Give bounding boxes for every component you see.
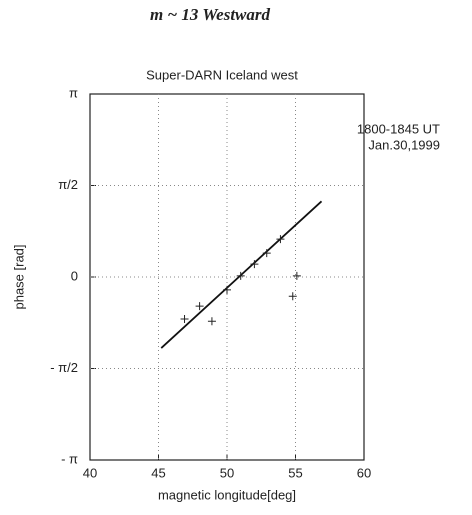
x-tick-label: 50 <box>220 465 234 480</box>
y-tick-label: - π <box>61 451 78 466</box>
x-axis-label: magnetic longitude[deg] <box>158 487 296 502</box>
data-point <box>250 260 259 269</box>
data-point <box>180 314 189 323</box>
time-note: 1800-1845 UT <box>357 121 440 136</box>
data-point <box>262 249 271 258</box>
y-tick-label: 0 <box>71 268 78 283</box>
data-point <box>195 302 204 311</box>
y-tick-label: π <box>69 85 78 100</box>
handwritten-note: m ~ 13 Westward <box>150 5 271 24</box>
y-tick-label: π/2 <box>58 177 78 192</box>
y-tick-label: - π/2 <box>50 360 78 375</box>
data-point <box>292 271 301 280</box>
x-tick-label: 55 <box>288 465 302 480</box>
x-tick-label: 45 <box>151 465 165 480</box>
data-point <box>223 285 231 294</box>
data-point <box>236 271 245 280</box>
data-point <box>288 292 297 301</box>
y-axis-label: phase [rad] <box>11 244 26 309</box>
chart-title: Super-DARN Iceland west <box>146 67 298 82</box>
data-point <box>276 235 285 244</box>
data-point <box>207 317 216 326</box>
x-tick-label: 40 <box>83 465 97 480</box>
fit-line <box>160 200 323 349</box>
date-note: Jan.30,1999 <box>368 137 440 152</box>
x-tick-label: 60 <box>357 465 371 480</box>
